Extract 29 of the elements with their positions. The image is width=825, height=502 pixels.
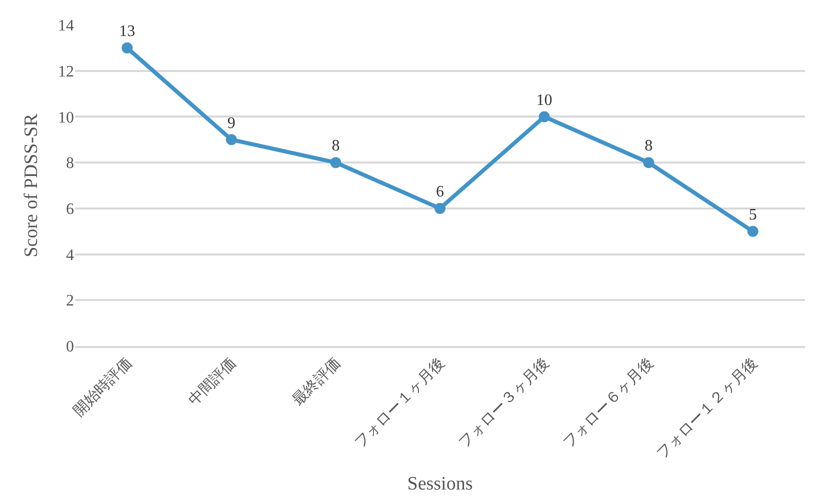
x-tick-label: フォロー１ヶ月後 <box>350 354 448 452</box>
y-tick-label: 4 <box>66 246 74 264</box>
point <box>538 111 550 122</box>
point <box>330 157 342 168</box>
data-label: 6 <box>436 184 444 201</box>
x-tick-label: 最終評価 <box>288 354 344 410</box>
data-label: 5 <box>748 206 757 224</box>
data-label: 10 <box>536 92 552 109</box>
x-tick-label: 中間評価 <box>184 354 240 410</box>
y-tick-label: 2 <box>66 292 74 310</box>
point <box>122 42 133 54</box>
data-label: 13 <box>119 23 136 40</box>
point <box>226 134 237 146</box>
x-axis-title: Sessions <box>407 473 473 494</box>
x-tick-label: フォロー３ヶ月後 <box>454 354 552 452</box>
data-label: 8 <box>644 138 653 155</box>
point <box>434 202 446 214</box>
data-label: 9 <box>227 114 236 132</box>
data-label: 8 <box>332 138 340 155</box>
y-axis-title: Score of PDSS-SR <box>20 113 42 258</box>
point <box>643 157 654 168</box>
y-tick-label: 0 <box>66 338 74 356</box>
y-tick-label: 10 <box>58 109 74 126</box>
y-tick-label: 8 <box>66 155 74 172</box>
point <box>747 226 758 237</box>
y-tick-label: 14 <box>58 18 74 35</box>
y-tick-label: 12 <box>58 63 74 80</box>
y-tick-label: 6 <box>66 201 74 218</box>
x-tick-label: 開始時評価 <box>70 354 136 420</box>
